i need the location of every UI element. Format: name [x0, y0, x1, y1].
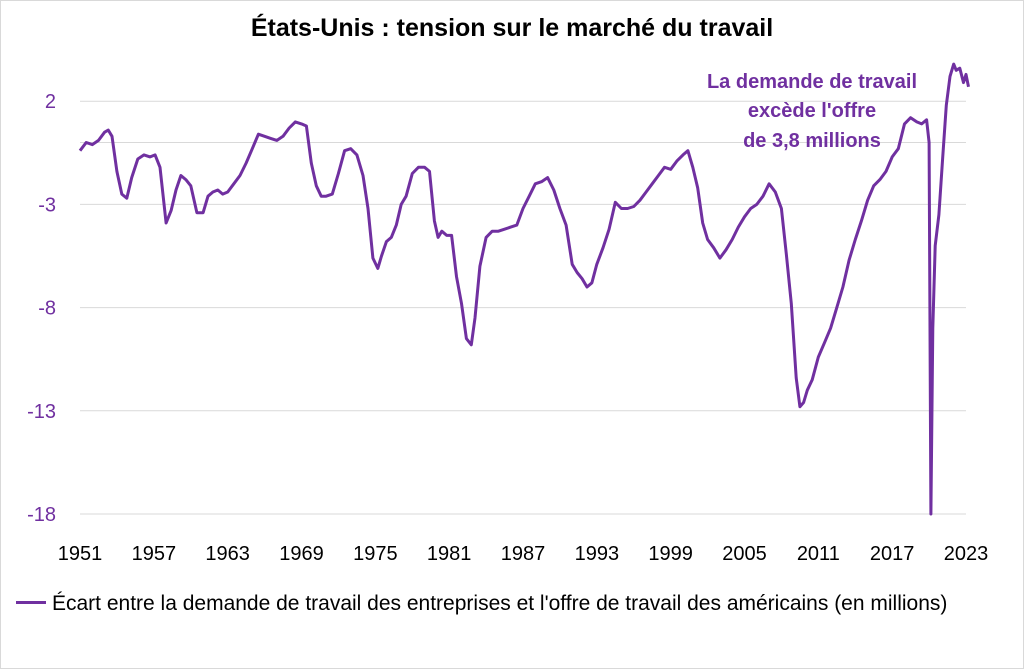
annotation-line: La demande de travail: [707, 71, 917, 93]
annotation-line: excède l'offre: [748, 100, 876, 122]
x-tick-label: 1987: [501, 543, 546, 565]
x-tick-label: 1963: [205, 543, 250, 565]
x-tick-label: 2023: [944, 543, 989, 565]
x-tick-label: 1969: [279, 543, 324, 565]
x-tick-label: 1993: [575, 543, 620, 565]
y-tick-label: -13: [27, 401, 56, 423]
y-axis-ticks: 2 -3 -8 -13 -18: [27, 91, 56, 526]
legend: Écart entre la demande de travail des en…: [16, 590, 1006, 617]
x-tick-label: 1975: [353, 543, 398, 565]
y-tick-label: -18: [27, 504, 56, 526]
x-tick-label: 2011: [797, 543, 840, 565]
x-tick-label: 1951: [58, 543, 103, 565]
x-tick-label: 2017: [870, 543, 915, 565]
series-group: [78, 62, 970, 516]
y-tick-label: -3: [38, 194, 56, 216]
chart-title: États-Unis : tension sur le marché du tr…: [250, 14, 774, 42]
x-tick-label: 1981: [427, 543, 472, 565]
annotation-line: de 3,8 millions: [743, 130, 881, 152]
y-tick-label: -8: [38, 298, 56, 320]
legend-swatch: [16, 600, 46, 604]
series-line: [78, 62, 970, 516]
x-axis-ticks: 1951 1957 1963 1969 1975 1981 1987 1993 1999 2005…: [58, 543, 989, 565]
legend-label: Écart entre la demande de travail des en…: [52, 592, 948, 615]
x-tick-label: 2005: [722, 543, 767, 565]
gridlines: [80, 100, 966, 515]
annotation: La demande de travail excède l'offre de 3,…: [707, 71, 917, 152]
x-tick-label: 1957: [132, 543, 177, 565]
y-tick-label: 2: [45, 91, 56, 113]
x-tick-label: 1999: [648, 543, 693, 565]
